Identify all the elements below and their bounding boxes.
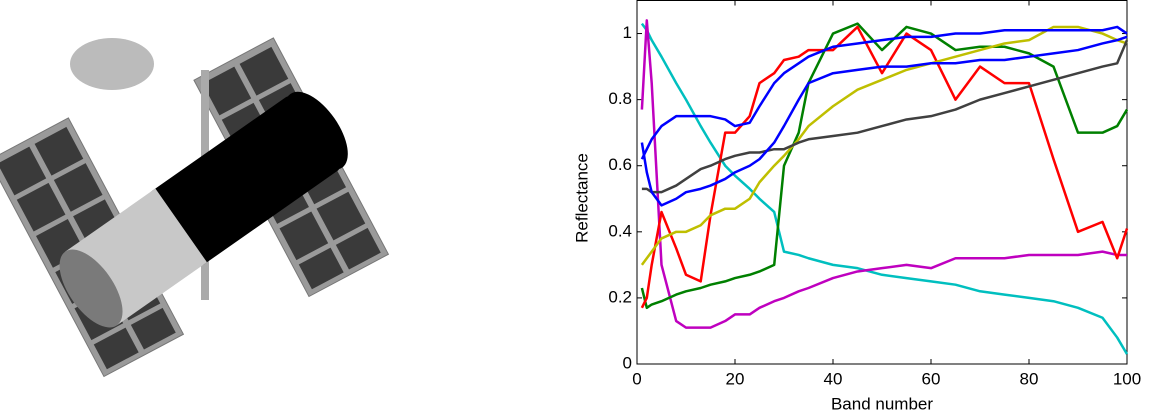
x-tick-label: 40 [824,369,843,388]
y-tick-label: 0 [623,353,632,372]
y-tick-label: 0.2 [608,287,632,306]
figure: Reflectance Band number 0 0.2 0.4 0.6 0.8 1 0 2… [0,0,1152,415]
satellite-illustration [0,38,388,377]
y-tick-label: 0.8 [608,89,632,108]
x-tick-label: 100 [1113,369,1141,388]
x-axis-label: Band number [831,394,933,413]
y-tick-label: 0.6 [608,155,632,174]
data-line [642,27,1127,265]
y-tick-label: 1 [623,23,632,42]
y-tick-label: 0.4 [608,221,632,240]
data-line [642,37,1127,206]
x-tick-label: 80 [1020,369,1039,388]
y-axis-label: Reflectance [572,153,591,243]
x-tick-label: 0 [632,369,641,388]
page: Reflectance Band number 0 0.2 0.4 0.6 0.8 1 0 2… [0,0,1152,415]
x-tick-label: 20 [726,369,745,388]
x-tick-label: 60 [922,369,941,388]
plot-frame [637,1,1127,365]
